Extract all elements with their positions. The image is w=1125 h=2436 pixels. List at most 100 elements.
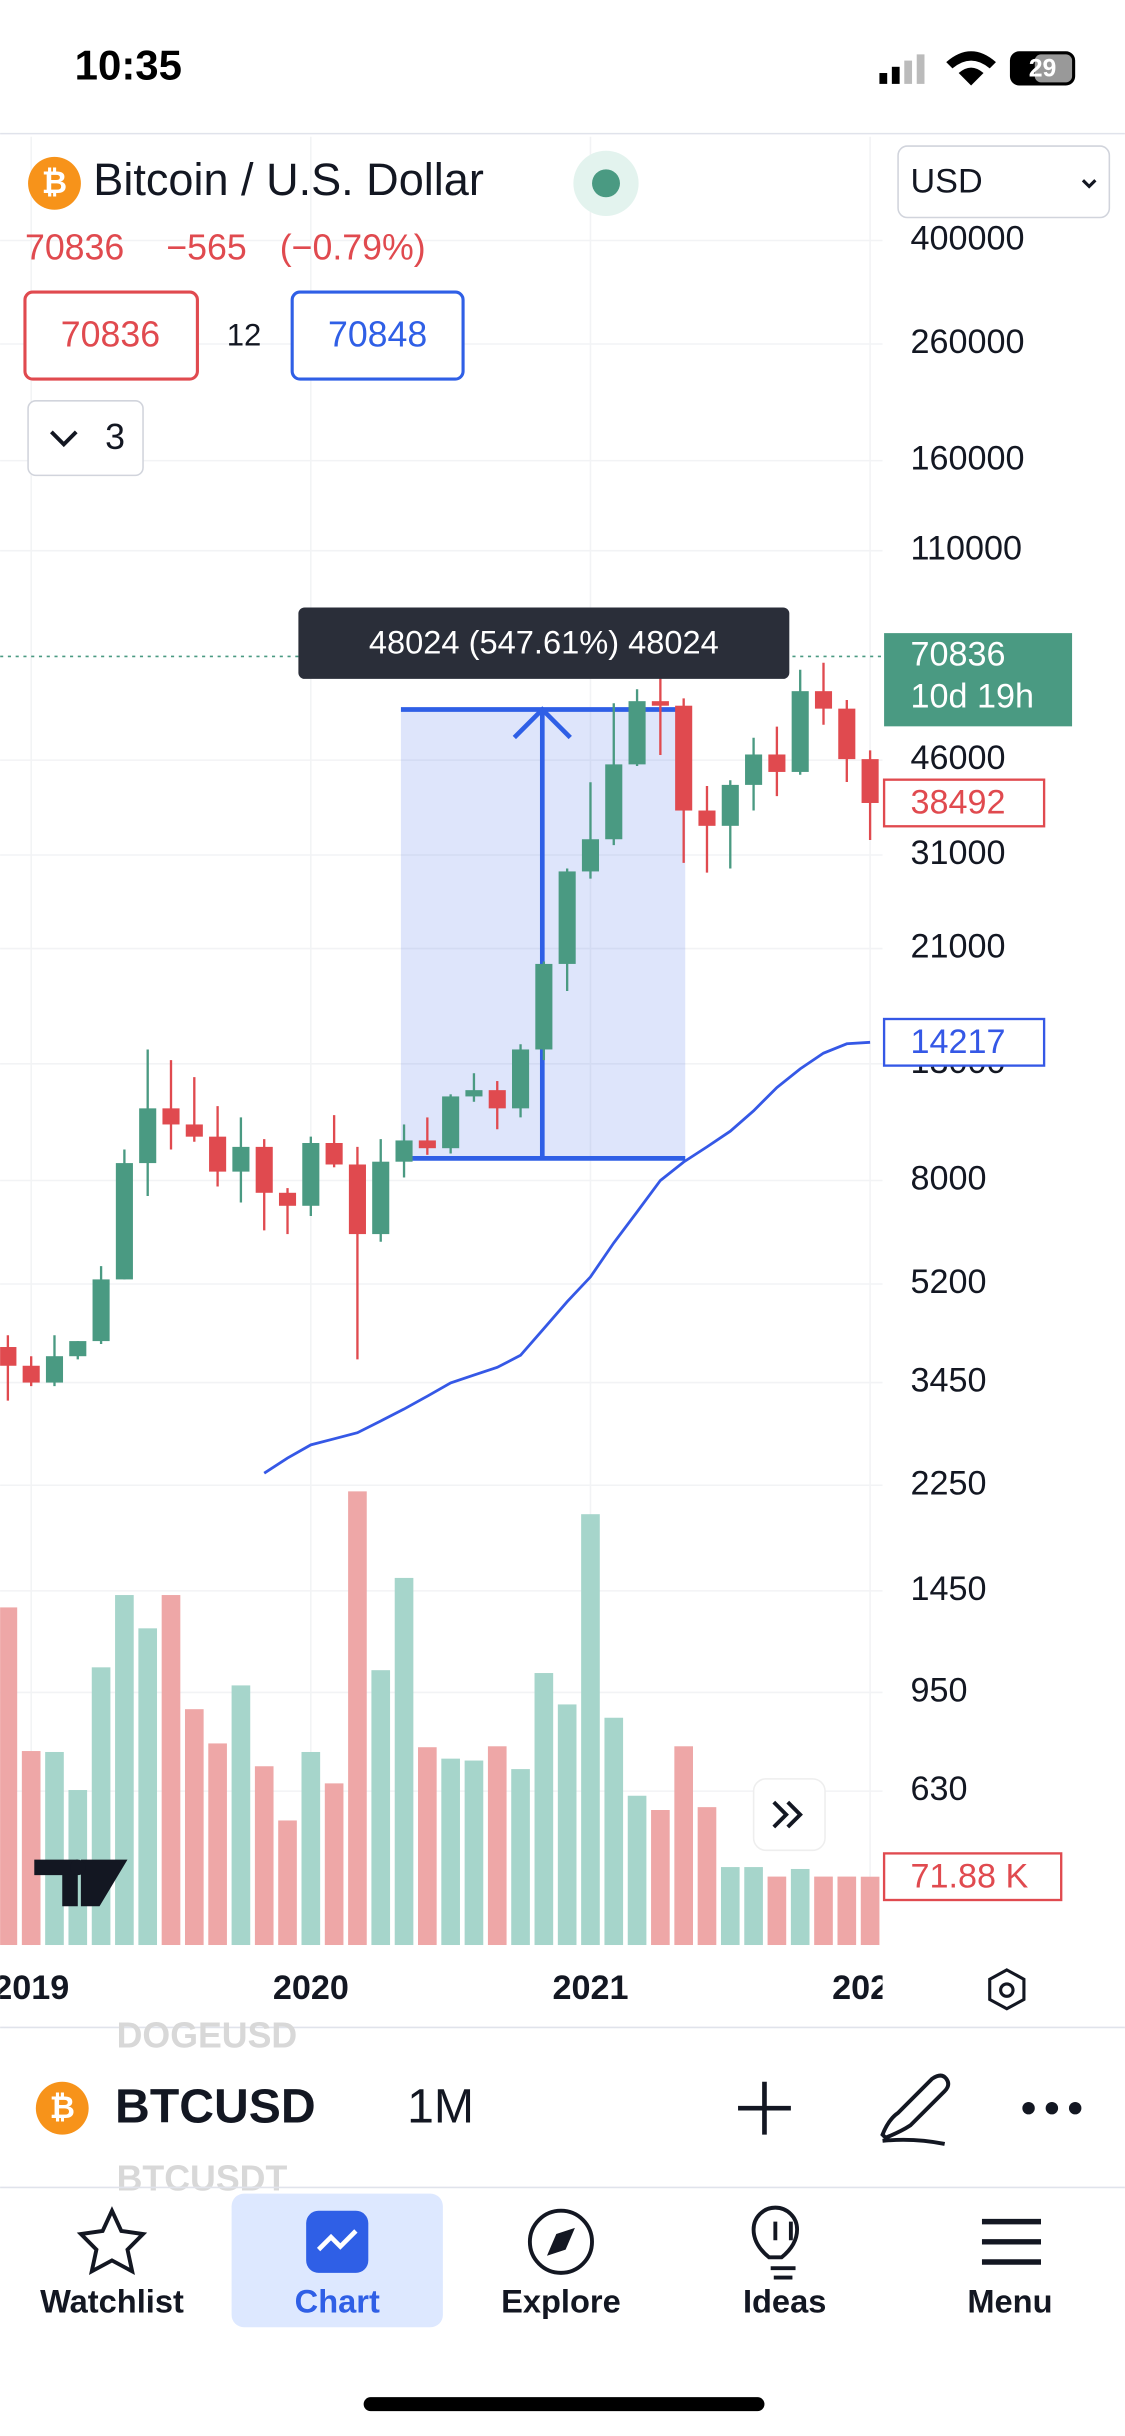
volume-bar	[418, 1747, 437, 1946]
volume-bar	[651, 1810, 670, 1946]
settings-icon[interactable]	[988, 1968, 1026, 2011]
dropdown-caret	[1081, 179, 1097, 189]
candle-body	[348, 1164, 366, 1235]
candle-body	[302, 1142, 320, 1206]
bitcoin-icon	[28, 156, 81, 210]
plot-area	[0, 655, 883, 1946]
last-close-badge	[882, 778, 1046, 828]
candle-body	[418, 1140, 436, 1149]
candle-body	[512, 1049, 530, 1109]
sell-button[interactable]	[23, 290, 199, 381]
candle-body	[745, 754, 763, 785]
candle-body	[814, 691, 833, 709]
y-tick-label: 110000	[911, 530, 1022, 568]
currency-select[interactable]	[897, 145, 1111, 219]
candle-body	[45, 1356, 64, 1383]
x-tick-label: 2021	[552, 1969, 628, 2007]
volume-bar	[208, 1743, 227, 1946]
buy-button[interactable]	[290, 290, 465, 381]
volume-bar	[767, 1876, 787, 1946]
y-tick-label: 950	[911, 1671, 968, 1709]
scroll-to-latest[interactable]	[752, 1778, 826, 1852]
volume-bar	[744, 1867, 763, 1946]
volume-bar	[837, 1876, 857, 1946]
volume-bar	[394, 1577, 414, 1946]
candle-body	[162, 1108, 180, 1125]
volume-bar	[557, 1704, 577, 1946]
indicators-toggle[interactable]	[27, 400, 144, 477]
bitcoin-icon-glyph: ₿	[50, 2090, 75, 2125]
last-price: 70836	[25, 228, 124, 268]
add-button[interactable]	[738, 2081, 791, 2135]
volume-bar	[231, 1685, 251, 1946]
x-tick-label: 2022	[832, 1969, 908, 2007]
measure-arrow	[512, 706, 572, 1159]
candle-body	[442, 1096, 460, 1149]
draw-button[interactable]	[880, 2073, 951, 2146]
candle-body	[698, 810, 716, 826]
volume-bar	[301, 1751, 321, 1946]
candle-body	[721, 784, 739, 826]
moving-average	[263, 1040, 871, 1475]
candle-body	[628, 701, 646, 765]
y-tick-label: 31000	[911, 834, 1006, 872]
volume-bar	[534, 1673, 554, 1946]
tab-label[interactable]: Watchlist	[40, 2283, 184, 2320]
volume-bar	[348, 1491, 367, 1946]
chart-icon-line	[316, 2229, 358, 2252]
y-tick-label: 2250	[911, 1464, 987, 1502]
tab-label[interactable]: Menu	[967, 2283, 1052, 2320]
symbol-name[interactable]: Bitcoin / U.S. Dollar	[93, 154, 484, 205]
volume-bar	[697, 1807, 717, 1946]
current-price-label: 70836	[911, 635, 1006, 673]
market-status-dot	[592, 169, 620, 198]
last-close-label: 38492	[911, 784, 1006, 822]
ma-badge	[882, 1017, 1046, 1067]
candle-body	[0, 1347, 17, 1366]
price-labels: 70836 10d 19h 38492 14217 71.88 K	[882, 633, 1073, 1902]
candle-body	[92, 1279, 110, 1342]
candle-body	[605, 764, 623, 840]
chevron	[50, 430, 78, 448]
tab-label[interactable]: Ideas	[743, 2283, 826, 2320]
volume-bar	[511, 1769, 530, 1946]
candle-body	[232, 1146, 250, 1172]
volume-bar	[814, 1876, 833, 1946]
volume-bar	[371, 1670, 391, 1946]
volume-bar	[581, 1514, 600, 1946]
candle-body	[465, 1090, 483, 1097]
volume-bar	[0, 1607, 18, 1946]
bitcoin-icon-glyph: ₿	[42, 165, 67, 200]
volume-bar	[720, 1867, 740, 1946]
watchlist-icon	[76, 2206, 148, 2276]
toolbar-symbol[interactable]: BTCUSD	[115, 2079, 316, 2133]
spread: 12	[227, 317, 262, 352]
home-indicator	[363, 2397, 765, 2412]
candle-body	[861, 759, 879, 803]
y-tick-label: 400000	[911, 219, 1025, 257]
candle-body	[185, 1124, 203, 1137]
tab-label[interactable]: Explore	[501, 2283, 621, 2320]
toolbar-interval[interactable]: 1M	[407, 2079, 474, 2133]
tab-label[interactable]: Chart	[295, 2283, 380, 2320]
candle-body	[255, 1146, 273, 1193]
currency: USD	[911, 162, 983, 200]
volume-bar	[45, 1751, 64, 1946]
explore-needle	[546, 2227, 575, 2256]
volume-bar	[138, 1628, 158, 1946]
y-tick-label: 46000	[911, 739, 1006, 777]
more-button[interactable]	[1022, 2101, 1082, 2115]
y-tick-label: 1450	[911, 1570, 987, 1608]
volume-bar	[324, 1783, 344, 1946]
explore-icon	[527, 2208, 594, 2275]
volume-bar	[278, 1820, 297, 1946]
x-axis: 2019 2020 2021 2022	[0, 1969, 908, 2007]
volume-bar	[674, 1746, 693, 1946]
volume-bar	[184, 1709, 204, 1946]
y-tick-label: 5200	[911, 1263, 987, 1301]
current-price-badge	[884, 633, 1073, 727]
indicators-count: 3	[105, 417, 125, 457]
y-tick-label: 8000	[911, 1159, 987, 1197]
bitcoin-icon	[35, 2081, 89, 2135]
